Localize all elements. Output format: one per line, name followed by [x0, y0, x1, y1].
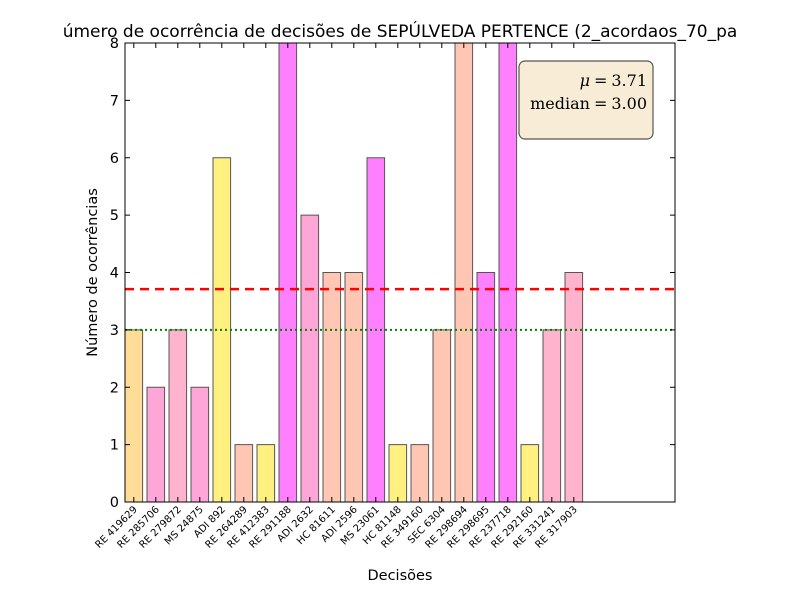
bar-19: [542, 329, 562, 503]
plot-area: [124, 42, 676, 503]
bar-18: [520, 444, 540, 503]
mean-equals: =: [594, 71, 607, 90]
y-tick-label: 3: [110, 323, 119, 339]
y-tick-label: 7: [110, 93, 119, 109]
bar-8: [300, 214, 320, 503]
bar-7: [278, 42, 298, 503]
x-axis-label: Decisões: [368, 568, 433, 584]
bar-5: [234, 444, 254, 503]
bar-13: [410, 444, 430, 503]
bar-10: [344, 272, 364, 503]
stats-box: μ = 3.71 median = 3.00: [518, 60, 654, 140]
y-tick-label: 2: [110, 380, 119, 396]
median-word: median: [530, 94, 590, 113]
bar-16: [476, 272, 496, 503]
bar-9: [322, 272, 342, 503]
y-axis: 0 1 2 3 4 5 6 7 8: [110, 36, 675, 511]
median-value: 3.00: [611, 94, 647, 113]
y-tick-label: 4: [110, 266, 119, 282]
bar-2: [168, 329, 188, 503]
y-tick-label: 0: [110, 495, 119, 511]
stats-mean-text: μ = 3.71: [580, 71, 647, 90]
bar-1: [146, 386, 166, 503]
bar-3: [190, 386, 210, 503]
y-tick-label: 1: [110, 438, 119, 454]
bar-17: [498, 42, 518, 503]
bar-15: [454, 42, 474, 503]
y-tick-label: 6: [110, 151, 119, 167]
stats-box-frame: [518, 60, 654, 140]
mu-symbol: μ: [580, 71, 590, 90]
bars-group: [124, 42, 584, 503]
bar-20: [564, 272, 584, 503]
bar-0: [124, 329, 144, 503]
y-axis-label: Número de ocorrências: [85, 188, 101, 357]
bar-12: [388, 444, 408, 503]
median-equals: =: [594, 94, 607, 113]
y-tick-label: 8: [110, 36, 119, 52]
mean-value: 3.71: [611, 71, 647, 90]
chart-title: úmero de ocorrência de decisões de SEPÚL…: [63, 20, 738, 42]
stats-median-text: median = 3.00: [530, 94, 647, 113]
bar-14: [432, 329, 452, 503]
bar-6: [256, 444, 276, 503]
y-tick-label: 5: [110, 208, 119, 224]
